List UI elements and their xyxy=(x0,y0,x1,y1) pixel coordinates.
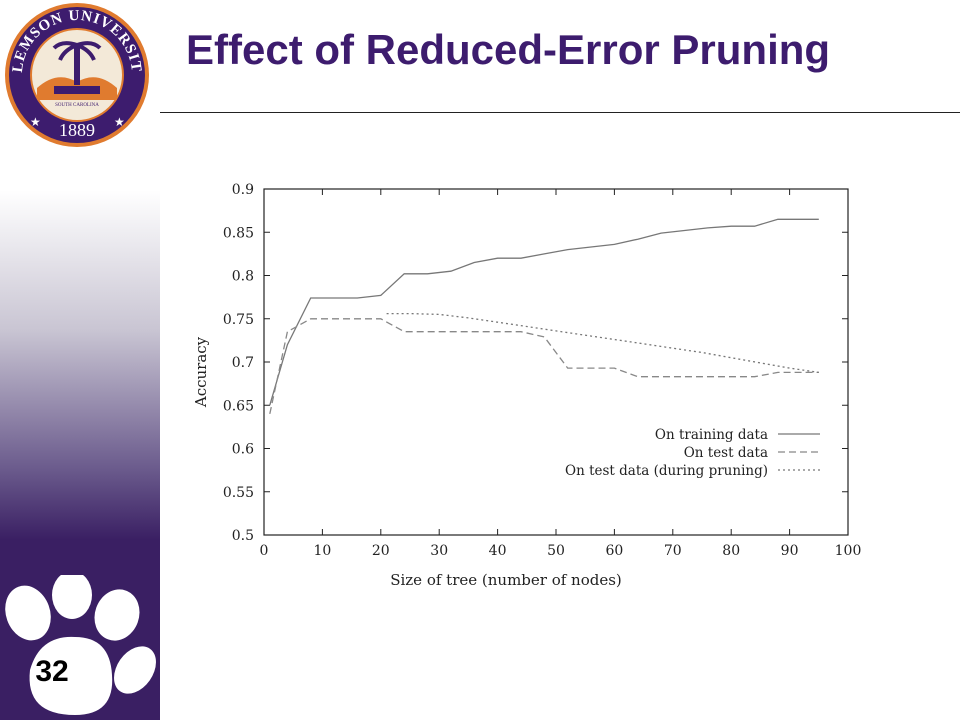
legend-label-1: On training data xyxy=(655,427,768,443)
y-tick-label: 0.65 xyxy=(223,398,254,414)
y-tick-label: 0.75 xyxy=(223,312,254,328)
x-tick-label: 100 xyxy=(835,543,862,559)
accuracy-line-chart: 0 10 20 30 40 50 60 70 80 90 100 0.5 0.55 0.6 0.65 0.7 0… xyxy=(192,182,862,589)
plot-frame xyxy=(263,188,849,536)
series-line-2 xyxy=(269,318,819,415)
x-axis-label: Size of tree (number of nodes) xyxy=(390,571,622,589)
x-tick-label: 80 xyxy=(722,543,740,559)
tiger-paw-logo xyxy=(5,575,156,715)
seal-star-left: ★ xyxy=(30,115,41,129)
x-tick-label: 10 xyxy=(313,543,331,559)
y-tick-label: 0.6 xyxy=(232,442,254,458)
seal-star-right: ★ xyxy=(114,115,125,129)
title-underline xyxy=(160,112,960,113)
slide-number: 32 xyxy=(35,655,69,688)
y-axis-label: Accuracy xyxy=(192,336,210,408)
x-tick-label: 60 xyxy=(605,543,623,559)
y-tick-label: 0.55 xyxy=(223,485,254,501)
x-tick-label: 0 xyxy=(260,543,269,559)
x-tick-label: 30 xyxy=(430,543,448,559)
legend-label-2: On test data xyxy=(684,445,768,461)
x-tick-label: 40 xyxy=(489,543,507,559)
x-tick-label: 70 xyxy=(664,543,682,559)
series-line-3 xyxy=(386,312,819,374)
y-tick-label: 0.9 xyxy=(232,182,254,198)
clemson-seal-logo: CLEMSON UNIVERSITY SOUTH CAROLINA 1889 ★… xyxy=(2,0,149,147)
x-tick-label: 50 xyxy=(547,543,565,559)
y-tick-label: 0.7 xyxy=(232,355,254,371)
x-tick-label: 90 xyxy=(781,543,799,559)
y-tick-label: 0.8 xyxy=(232,269,254,285)
series-line-1 xyxy=(269,218,819,406)
seal-inner-text: SOUTH CAROLINA xyxy=(55,103,99,108)
y-tick-label: 0.5 xyxy=(232,528,254,544)
seal-year: 1889 xyxy=(59,120,95,140)
legend-label-3: On test data (during pruning) xyxy=(565,463,768,479)
y-tick-label: 0.85 xyxy=(223,225,254,241)
x-tick-label: 20 xyxy=(372,543,390,559)
slide-title: Effect of Reduced-Error Pruning xyxy=(186,26,831,73)
